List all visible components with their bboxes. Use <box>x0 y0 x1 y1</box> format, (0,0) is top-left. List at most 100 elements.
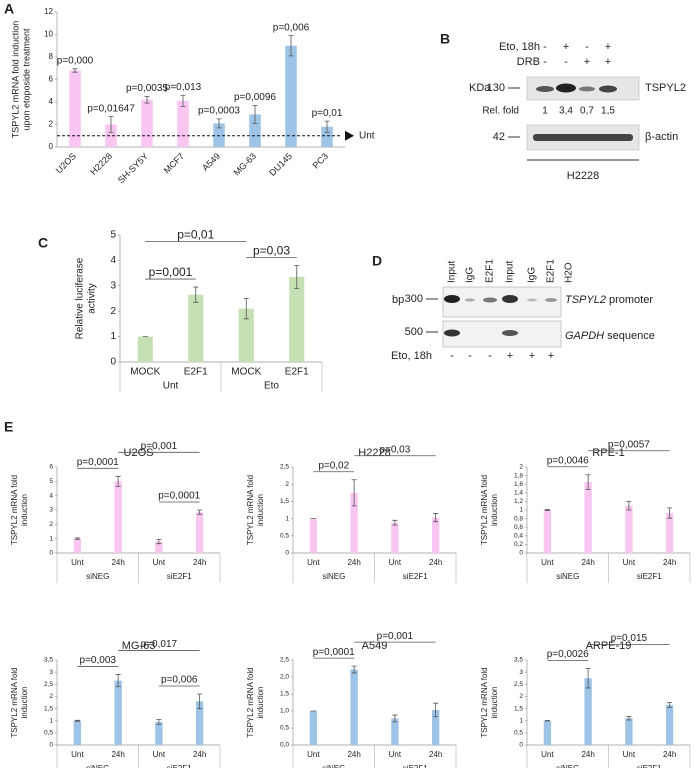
lane-label: H2O <box>564 262 575 283</box>
x-tick-label: MCF7 <box>162 151 186 175</box>
p-value: p=0,02 <box>318 460 349 471</box>
y-tick-label: 2 <box>285 481 289 488</box>
x-tick-label: 24h <box>347 558 360 567</box>
error-bar <box>626 501 632 511</box>
group-label: siE2F1 <box>167 572 192 581</box>
y-tick-label: 2,5 <box>514 681 523 688</box>
x-tick-label: 24h <box>193 558 206 567</box>
y-tick-label: 1,2 <box>514 498 523 505</box>
y-tick-label: 1,6 <box>514 481 523 488</box>
p-value: p=0,013 <box>165 82 202 93</box>
bar <box>238 308 254 362</box>
error-bar <box>108 116 114 133</box>
p-value: p=0,0096 <box>234 92 276 103</box>
x-tick-label: Unt <box>623 558 636 567</box>
y-tick-label: 3,5 <box>44 657 53 664</box>
blot-band <box>556 83 576 93</box>
error-bar <box>72 68 78 73</box>
y-tick-label: 0 <box>49 142 54 151</box>
p-value: p=0,006 <box>273 22 310 33</box>
x-tick-label: Unt <box>307 558 320 567</box>
rel-fold: 3,4 <box>559 106 573 117</box>
bar <box>195 701 204 745</box>
bar <box>350 669 358 745</box>
panel-label: E <box>4 419 13 435</box>
p-value: p=0,01647 <box>87 103 135 114</box>
y-tick-label: 1,5 <box>514 705 523 712</box>
error-bar <box>667 702 673 708</box>
y-tick-label: 3,5 <box>514 657 523 664</box>
chart-title: RPE-1 <box>592 447 624 459</box>
error-bar <box>294 265 300 289</box>
condition-mark: - <box>543 41 547 53</box>
treatment-mark: - <box>450 350 454 362</box>
bar <box>137 336 153 362</box>
group-label: siNEG <box>86 572 109 581</box>
bar <box>321 126 333 147</box>
p-value: p=0,0026 <box>547 649 589 660</box>
gel-box <box>442 286 562 318</box>
y-tick-label: 0,6 <box>514 524 523 531</box>
error-bar <box>193 286 199 303</box>
x-tick-label: U2OS <box>54 151 78 175</box>
y-axis-label: Relative luciferase <box>75 257 86 339</box>
x-tick-label: 24h <box>663 558 676 567</box>
bar <box>155 721 163 745</box>
bar <box>431 709 440 745</box>
bar <box>73 720 82 745</box>
x-tick-label: 24h <box>111 750 124 759</box>
x-tick-label: DU145 <box>267 151 294 178</box>
error-bar <box>252 104 258 124</box>
gel-band <box>444 295 460 303</box>
bar <box>309 518 318 553</box>
gel-band <box>502 330 518 336</box>
p-value: p=0,01 <box>312 108 343 119</box>
group-label: siNEG <box>322 764 345 768</box>
bar <box>213 123 225 147</box>
error-bar <box>74 719 80 722</box>
protein-label: TSPYL2 <box>645 82 686 94</box>
treatment-mark: - <box>488 350 492 362</box>
y-tick-label: 5 <box>49 478 53 485</box>
condition-mark: - <box>543 56 547 68</box>
p-value: p=0,001 <box>149 265 193 279</box>
y-tick-label: 1,5 <box>280 691 289 698</box>
y-axis-label: induction <box>490 494 499 526</box>
condition-label: Eto, 18h <box>499 41 540 53</box>
p-value: p=0,001 <box>377 631 414 642</box>
x-tick-label: Unt <box>541 750 554 759</box>
p-value: p=0,015 <box>611 633 648 644</box>
chart-title: U2OS <box>124 447 154 459</box>
y-axis-label: upon etoposide treatment <box>21 28 31 131</box>
y-tick-label: 1 <box>285 515 289 522</box>
error-bar <box>197 509 203 515</box>
error-bar <box>585 474 591 490</box>
y-tick-label: 0 <box>49 742 53 749</box>
group-label: siNEG <box>556 764 579 768</box>
y-tick-label: 4 <box>49 97 54 106</box>
y-axis-label: TSPYL2 mRNA fold <box>480 475 489 545</box>
x-tick-label: 24h <box>347 750 360 759</box>
condition-mark: + <box>605 41 611 53</box>
lane-label: Input <box>505 261 516 283</box>
error-bar <box>351 479 357 507</box>
bar <box>73 538 82 553</box>
error-bar <box>585 668 591 689</box>
x-tick-label: PC3 <box>311 151 330 170</box>
arrow-head <box>345 130 354 141</box>
bar <box>309 711 318 745</box>
p-value: p=0,006 <box>161 675 198 686</box>
y-tick-label: 0,5 <box>514 730 523 737</box>
condition-label: DRB <box>517 56 540 68</box>
y-tick-label: 3 <box>519 669 523 676</box>
x-tick-label: Unt <box>623 750 636 759</box>
condition-mark: + <box>563 41 569 53</box>
group-label: siE2F1 <box>637 764 662 768</box>
error-bar <box>544 509 550 511</box>
rel-fold: 1 <box>542 106 548 117</box>
y-tick-label: 1,0 <box>280 708 289 715</box>
y-axis-label: induction <box>256 686 265 718</box>
bar <box>105 124 117 147</box>
p-value: p=0,0003 <box>198 106 240 117</box>
p-value: p=0,0035 <box>126 83 168 94</box>
